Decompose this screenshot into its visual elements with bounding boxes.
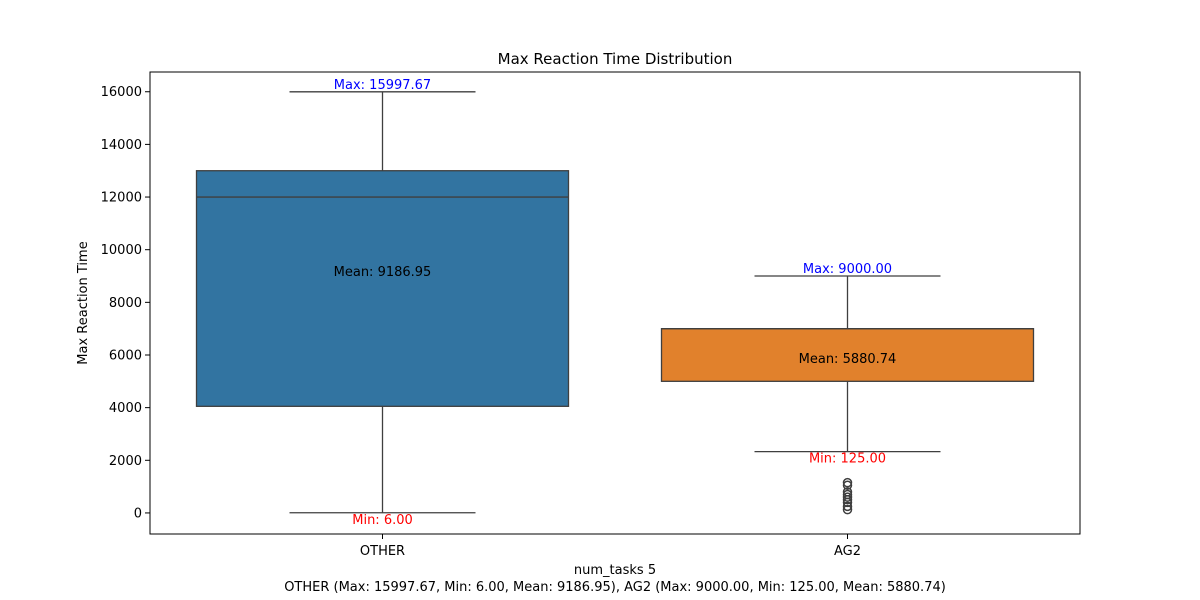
mean-annotation: Mean: 5880.74 — [799, 352, 897, 367]
outlier-point — [842, 477, 853, 488]
y-tick-label: 10000 — [101, 243, 142, 258]
outlier-point — [842, 480, 853, 491]
outlier-point — [842, 501, 853, 512]
boxes-layer — [195, 91, 1035, 515]
max-annotation: Max: 15997.67 — [334, 78, 431, 93]
box-ag2 — [660, 275, 1035, 515]
y-tick-label: 12000 — [101, 191, 142, 206]
box-other — [195, 91, 570, 514]
max-annotation: Max: 9000.00 — [803, 262, 892, 277]
mean-annotation: Mean: 9186.95 — [334, 265, 432, 280]
y-tick-label: 8000 — [109, 296, 142, 311]
min-annotation: Min: 125.00 — [809, 452, 886, 467]
plot-area-frame — [149, 71, 1081, 535]
y-axis: 0 2000 4000 6000 8000 10000 12000 14000 16000 — [101, 85, 150, 521]
y-tick-label: 14000 — [101, 138, 142, 153]
min-annotation: Min: 6.00 — [352, 513, 413, 528]
y-axis-label: Max Reaction Time — [76, 241, 91, 364]
x-axis-label: num_tasks 5 — [574, 563, 656, 578]
iqr-box — [660, 328, 1035, 382]
iqr-box — [195, 170, 570, 407]
y-tick-label: 4000 — [109, 401, 142, 416]
x-axis: OTHER AG2 — [360, 534, 861, 559]
outlier-point — [842, 504, 853, 515]
outlier-point — [842, 487, 853, 497]
outlier-point — [842, 492, 853, 502]
outlier-point — [842, 489, 853, 500]
annotations-layer: Max: 15997.67 Min: 6.00 Mean: 9186.95 Max: … — [334, 78, 897, 528]
y-tick-label: 6000 — [109, 348, 142, 363]
y-tick-label: 0 — [134, 506, 142, 521]
y-tick-label: 2000 — [109, 454, 142, 469]
x-tick-label: OTHER — [360, 544, 405, 559]
chart-caption: OTHER (Max: 15997.67, Min: 6.00, Mean: 9… — [284, 580, 946, 595]
y-tick-label: 16000 — [101, 85, 142, 100]
x-tick-label: AG2 — [834, 544, 861, 559]
chart-title: Max Reaction Time Distribution — [498, 50, 733, 68]
